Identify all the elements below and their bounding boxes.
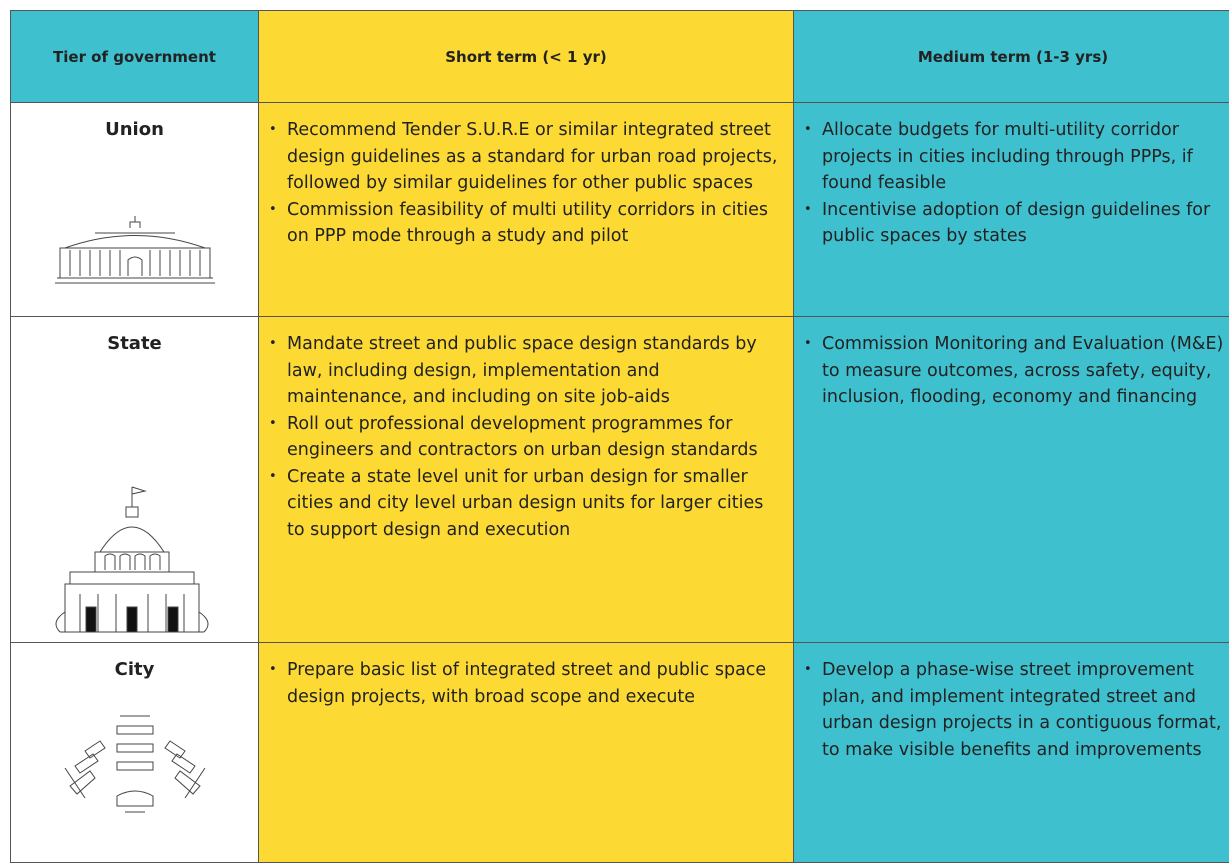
bullet-list: Mandate street and public space design s… — [259, 331, 785, 543]
tier-name: Union — [11, 119, 258, 140]
header-cell: Short term (< 1 yr) — [259, 11, 794, 103]
bullet-item: Create a state level unit for urban desi… — [259, 464, 785, 544]
capitol-icon — [50, 482, 220, 642]
short-cell: Prepare basic list of integrated street … — [259, 643, 794, 863]
bullet-item: Roll out professional development progra… — [259, 411, 785, 464]
bullet-item: Commission Monitoring and Evaluation (M&… — [794, 331, 1224, 411]
header-row: Tier of government Short term (< 1 yr) M… — [11, 11, 1229, 103]
bullet-item: Allocate budgets for multi-utility corri… — [794, 117, 1224, 197]
bullet-item: Recommend Tender S.U.R.E or similar inte… — [259, 117, 785, 197]
tier-name: State — [11, 333, 258, 354]
policy-table: Tier of government Short term (< 1 yr) M… — [10, 10, 1229, 863]
bullet-item: Incentivise adoption of design guideline… — [794, 197, 1224, 250]
bullet-list: Allocate budgets for multi-utility corri… — [794, 117, 1224, 250]
short-cell: Recommend Tender S.U.R.E or similar inte… — [259, 103, 794, 317]
table-row: State Mandate street and public space de… — [11, 317, 1229, 643]
table-row: City Prepare basic list of integrated st… — [11, 643, 1229, 863]
medium-cell: Allocate budgets for multi-utility corri… — [794, 103, 1229, 317]
bullet-list: Recommend Tender S.U.R.E or similar inte… — [259, 117, 785, 250]
bullet-list: Prepare basic list of integrated street … — [259, 657, 785, 710]
table-row: Union Recommend Tender S.U.R.E or simila… — [11, 103, 1229, 317]
tier-cell: City — [11, 643, 259, 863]
tier-cell: State — [11, 317, 259, 643]
bullet-item: Commission feasibility of multi utility … — [259, 197, 785, 250]
short-cell: Mandate street and public space design s… — [259, 317, 794, 643]
tier-name: City — [11, 659, 258, 680]
header-cell: Medium term (1-3 yrs) — [794, 11, 1229, 103]
medium-cell: Develop a phase-wise street improvement … — [794, 643, 1229, 863]
bullet-list: Develop a phase-wise street improvement … — [794, 657, 1224, 763]
bullet-list: Commission Monitoring and Evaluation (M&… — [794, 331, 1224, 411]
bullet-item: Develop a phase-wise street improvement … — [794, 657, 1224, 763]
bullet-item: Mandate street and public space design s… — [259, 331, 785, 411]
bullet-item: Prepare basic list of integrated street … — [259, 657, 785, 710]
tier-cell: Union — [11, 103, 259, 317]
medium-cell: Commission Monitoring and Evaluation (M&… — [794, 317, 1229, 643]
seating-icon — [55, 706, 215, 816]
parliament-icon — [35, 188, 235, 298]
header-cell: Tier of government — [11, 11, 259, 103]
